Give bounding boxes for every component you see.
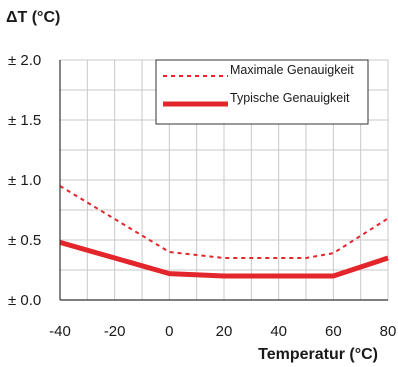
legend: Maximale Genauigkeit Typische Genauigkeit [155, 59, 369, 125]
y-tick-label: ± 0.0 [8, 292, 41, 309]
y-tick-label: ± 0.5 [8, 232, 41, 249]
y-tick-label: ± 1.5 [8, 112, 41, 129]
y-tick-label: ± 1.0 [8, 172, 41, 189]
legend-label: Maximale Genauigkeit [230, 63, 354, 77]
x-tick-label: 20 [216, 323, 233, 340]
legend-label: Typische Genauigkeit [230, 91, 350, 105]
y-axis-title: ΔT (°C) [6, 9, 60, 26]
y-tick-label: ± 2.0 [8, 52, 41, 69]
legend-box [155, 59, 369, 125]
x-tick-label: -20 [104, 323, 126, 340]
x-axis-title: Temperatur (°C) [258, 346, 378, 363]
x-tick-label: 80 [380, 323, 397, 340]
x-tick-label: -40 [49, 323, 71, 340]
axes: -40 -20 0 20 40 60 80 ± 0.0 ± 0.5 ± 1.0 ± 1.5 ± 2.0 [8, 52, 396, 340]
series-line-typische-genauigkeit [59, 239, 389, 279]
x-tick-label: 60 [325, 323, 342, 340]
plot-series [59, 185, 389, 279]
x-tick-label: 40 [270, 323, 287, 340]
x-tick-label: 0 [165, 323, 173, 340]
